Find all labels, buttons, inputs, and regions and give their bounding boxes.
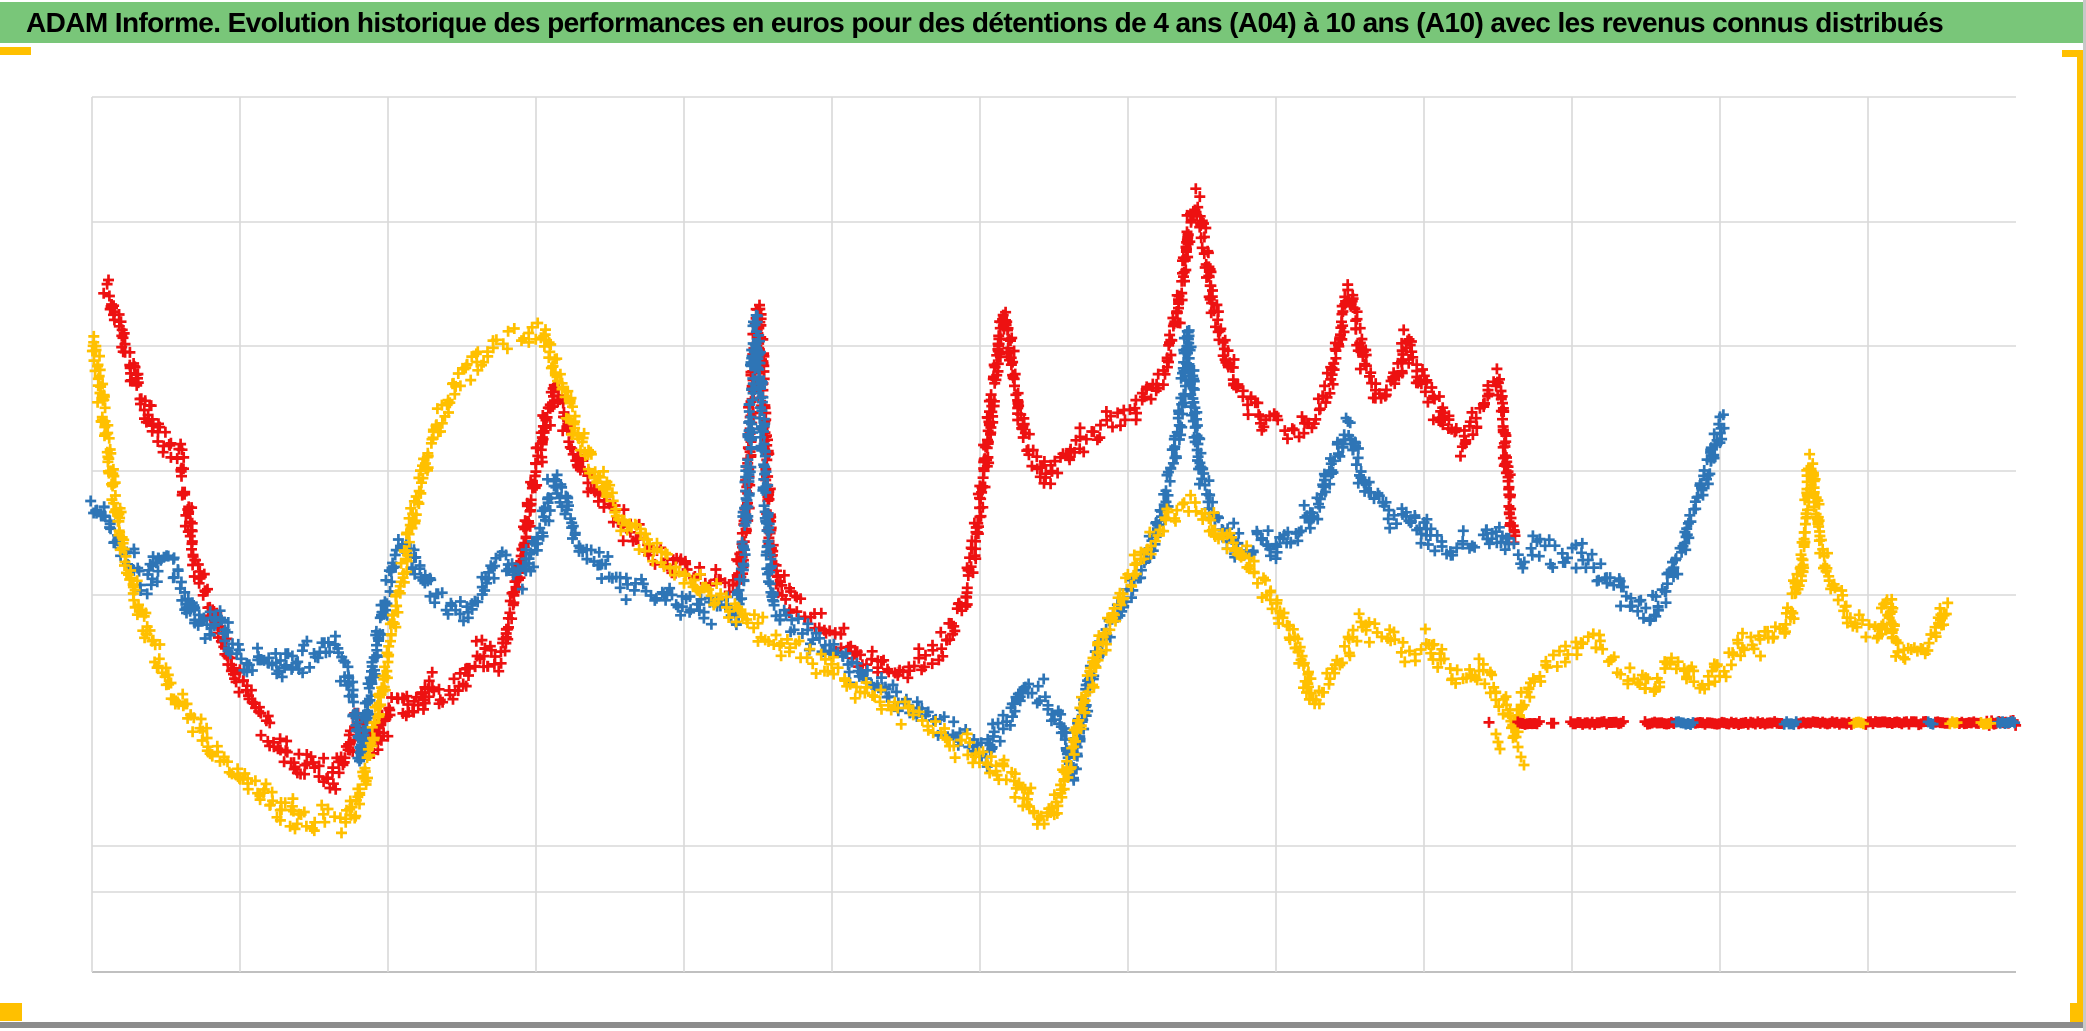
flat-line-blue (1670, 716, 2021, 730)
yellow-border-corner-bottom-left (0, 1003, 22, 1021)
chart-title: ADAM Informe. Evolution historique des p… (26, 6, 1944, 38)
flat-line-gold (1490, 716, 1997, 771)
series-gold (86, 317, 1954, 839)
yellow-border-corner-bottom-right (2070, 1003, 2086, 1023)
yellow-border-corner-top-right (2062, 50, 2084, 57)
yellow-border-fragment-top-left (0, 47, 31, 55)
chart-area (0, 43, 2086, 1003)
flat-line-red (1483, 715, 2022, 731)
series-red (98, 183, 1521, 795)
window-right-edge (2083, 0, 2086, 1031)
scatter-chart (85, 96, 2022, 973)
series-blue (85, 309, 1730, 786)
yellow-border-right-edge (2077, 55, 2083, 1005)
title-bar: ADAM Informe. Evolution historique des p… (0, 2, 2084, 43)
window-bottom-bar (0, 1022, 2086, 1028)
